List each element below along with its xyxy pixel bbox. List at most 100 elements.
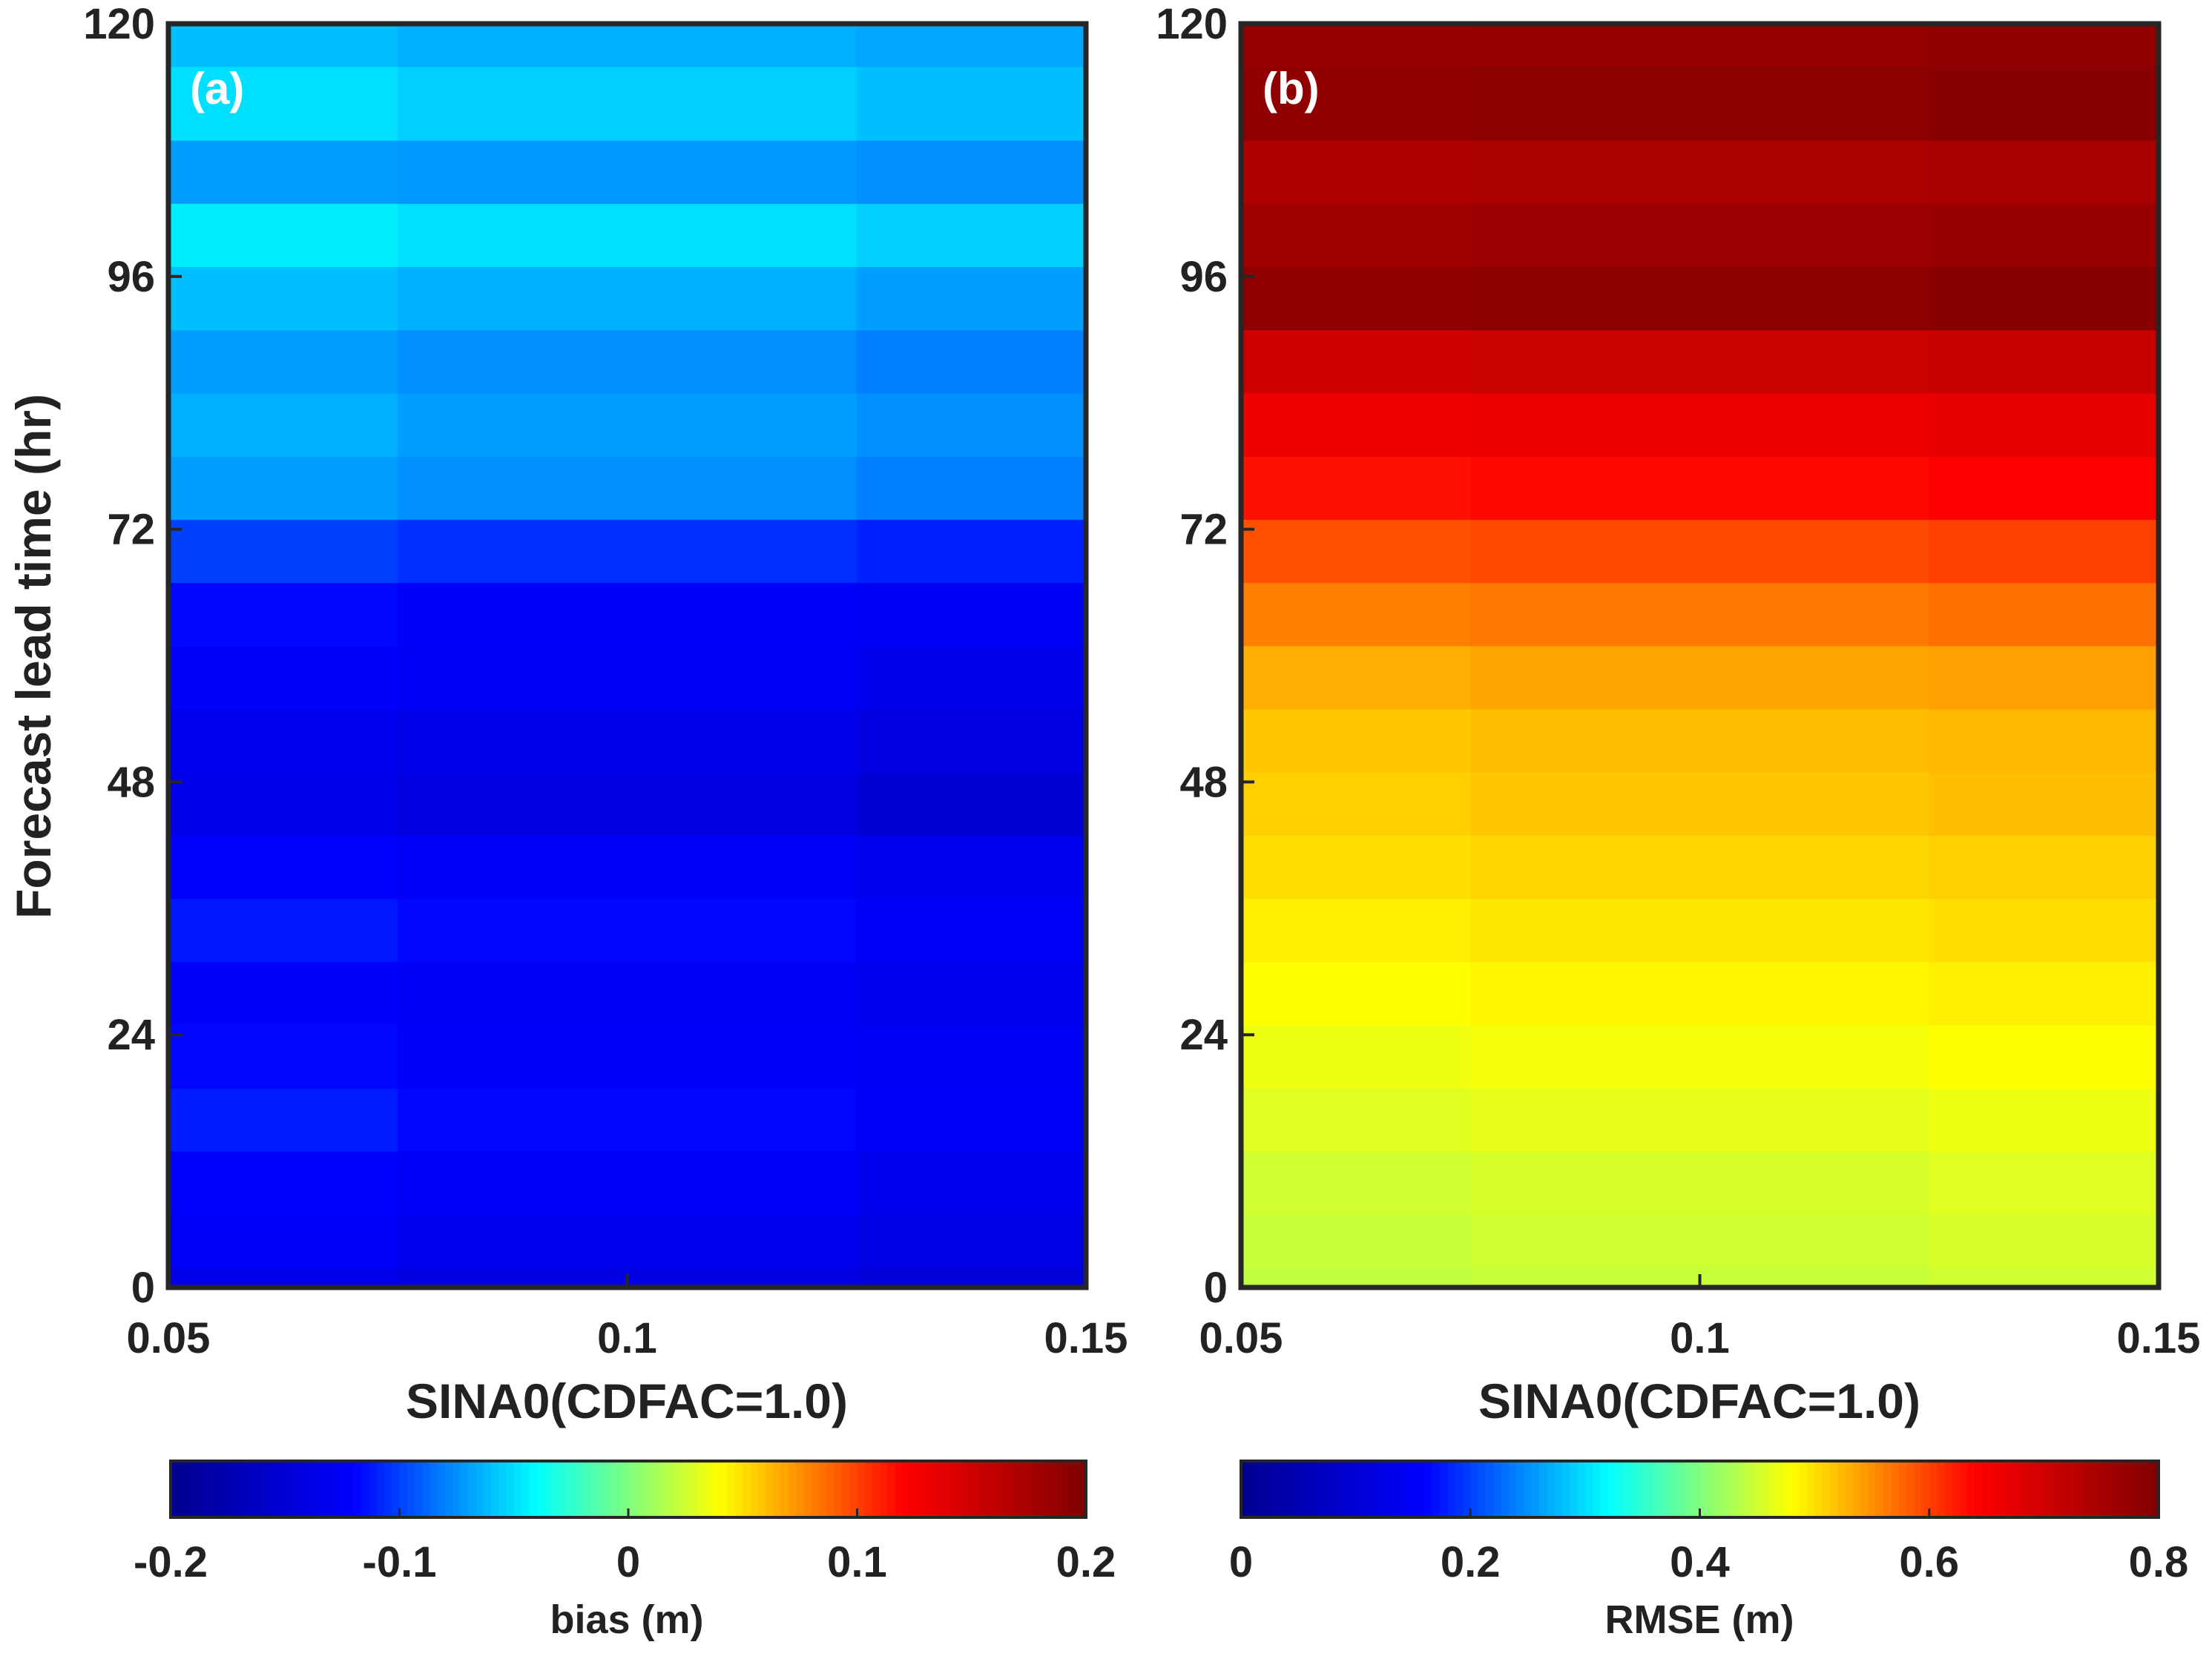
- colorbar-segment: [262, 1461, 271, 1517]
- heatmap-cell: [1241, 1024, 1472, 1089]
- y-tick-label: 120: [1156, 0, 1228, 48]
- colorbar-segment: [1829, 1461, 1839, 1517]
- colorbar-tick-label: 0.2: [1441, 1538, 1501, 1586]
- colorbar-segment: [1577, 1461, 1586, 1517]
- heatmap-cell: [398, 24, 858, 67]
- colorbar-segment: [429, 1461, 438, 1517]
- heatmap-cell: [1929, 518, 2160, 584]
- heatmap-cell: [1241, 329, 1472, 394]
- heatmap-cell: [1470, 329, 1931, 394]
- colorbar-ticks-b: 0 0.2 0.4 0.6 0.8: [1229, 1508, 2188, 1586]
- colorbar-segment: [1010, 1461, 1018, 1517]
- colorbar-segment: [384, 1461, 393, 1517]
- panel-a: Forecast lead time (hr) 0 24 48 72 96 120 0.0…: [6, 0, 1128, 1642]
- colorbar-segment: [826, 1461, 835, 1517]
- colorbar-segment: [887, 1461, 896, 1517]
- heatmap-cell: [398, 266, 858, 331]
- colorbar-segment: [1967, 1461, 1976, 1517]
- x-tick-label: 0.1: [1670, 1314, 1730, 1362]
- colorbar-segment: [246, 1461, 256, 1517]
- x-ticks-b: 0.05 0.1 0.15: [1199, 1274, 2200, 1362]
- y-tick-label: 72: [107, 506, 155, 554]
- y-tick-label: 24: [107, 1011, 155, 1059]
- heatmap-cell: [856, 202, 1087, 268]
- heatmap-cell: [1241, 960, 1472, 1026]
- colorbar-segment: [1248, 1461, 1257, 1517]
- heatmap-cell: [168, 834, 399, 900]
- colorbar-segment: [1309, 1461, 1319, 1517]
- colorbar-segment: [1676, 1461, 1685, 1517]
- colorbar-segment: [1944, 1461, 1953, 1517]
- colorbar-segment: [1600, 1461, 1609, 1517]
- colorbar-segment: [2021, 1461, 2030, 1517]
- colorbar-segment: [1753, 1461, 1762, 1517]
- colorbar-segment: [1837, 1461, 1846, 1517]
- colorbar-segment: [1302, 1461, 1311, 1517]
- heatmap-cell: [1470, 1087, 1931, 1152]
- colorbar-segment: [926, 1461, 935, 1517]
- heatmap-cell: [398, 1213, 858, 1268]
- colorbar-segment: [552, 1461, 561, 1517]
- colorbar-segment: [2143, 1461, 2152, 1517]
- heatmap-cell: [856, 1150, 1087, 1216]
- colorbar-segment: [1906, 1461, 1915, 1517]
- heatmap-cell: [168, 202, 399, 268]
- colorbar-segment: [1508, 1461, 1518, 1517]
- heatmap-cell: [1241, 1087, 1472, 1152]
- heatmap-cell: [1929, 24, 2160, 67]
- y-ticks-a: 0 24 48 72 96 120: [83, 0, 182, 1312]
- heatmap-cell: [398, 1024, 858, 1089]
- heatmap-cell: [1241, 139, 1472, 204]
- colorbar-segment: [2097, 1461, 2106, 1517]
- heatmap-cell: [168, 960, 399, 1026]
- colorbar-segment: [1768, 1461, 1777, 1517]
- colorbar-segment: [1531, 1461, 1541, 1517]
- colorbar-segment: [1883, 1461, 1892, 1517]
- heatmap-cell: [398, 139, 858, 204]
- colorbar-segment: [597, 1461, 607, 1517]
- heatmap-cell: [856, 897, 1087, 963]
- colorbar-segment: [2104, 1461, 2114, 1517]
- colorbar-segment: [544, 1461, 553, 1517]
- colorbar-segment: [1325, 1461, 1334, 1517]
- colorbar-segment: [1921, 1461, 1930, 1517]
- heatmap-cell: [1241, 771, 1472, 836]
- colorbar-b: [1241, 1461, 2159, 1517]
- colorbar-segment: [1684, 1461, 1693, 1517]
- heatmap-cell: [398, 581, 858, 647]
- colorbar-segment: [1730, 1461, 1739, 1517]
- colorbar-segment: [2120, 1461, 2129, 1517]
- heatmap-cell: [1470, 455, 1931, 520]
- colorbar-segment: [712, 1461, 721, 1517]
- colorbar-segment: [987, 1461, 995, 1517]
- colorbar-segment: [895, 1461, 904, 1517]
- heatmap-cell: [168, 581, 399, 647]
- colorbar-segment: [1952, 1461, 1961, 1517]
- colorbar-segment: [903, 1461, 912, 1517]
- heatmap-cell: [398, 897, 858, 963]
- heatmap-cell: [856, 392, 1087, 457]
- colorbar-segment: [674, 1461, 682, 1517]
- colorbar-segment: [460, 1461, 470, 1517]
- colorbar-segment: [1959, 1461, 1969, 1517]
- colorbar-segment: [948, 1461, 958, 1517]
- heatmap-cell: [1470, 960, 1931, 1026]
- colorbar-segment: [422, 1461, 431, 1517]
- colorbar-segment: [1271, 1461, 1280, 1517]
- colorbar-segment: [178, 1461, 187, 1517]
- colorbar-segment: [1607, 1461, 1617, 1517]
- heatmap-cell: [856, 834, 1087, 900]
- colorbar-segment: [811, 1461, 820, 1517]
- heatmap-cell: [1470, 708, 1931, 773]
- colorbar-segment: [1462, 1461, 1472, 1517]
- heatmap-cell: [168, 266, 399, 331]
- heatmap-cell: [398, 65, 858, 141]
- colorbar-segment: [292, 1461, 301, 1517]
- colorbar-segment: [521, 1461, 530, 1517]
- colorbar-segment: [1715, 1461, 1724, 1517]
- colorbar-segment: [1616, 1461, 1625, 1517]
- colorbar-segment: [376, 1461, 385, 1517]
- colorbar-segment: [1799, 1461, 1808, 1517]
- heatmap-cell: [1470, 24, 1931, 67]
- colorbar-segment: [2127, 1461, 2137, 1517]
